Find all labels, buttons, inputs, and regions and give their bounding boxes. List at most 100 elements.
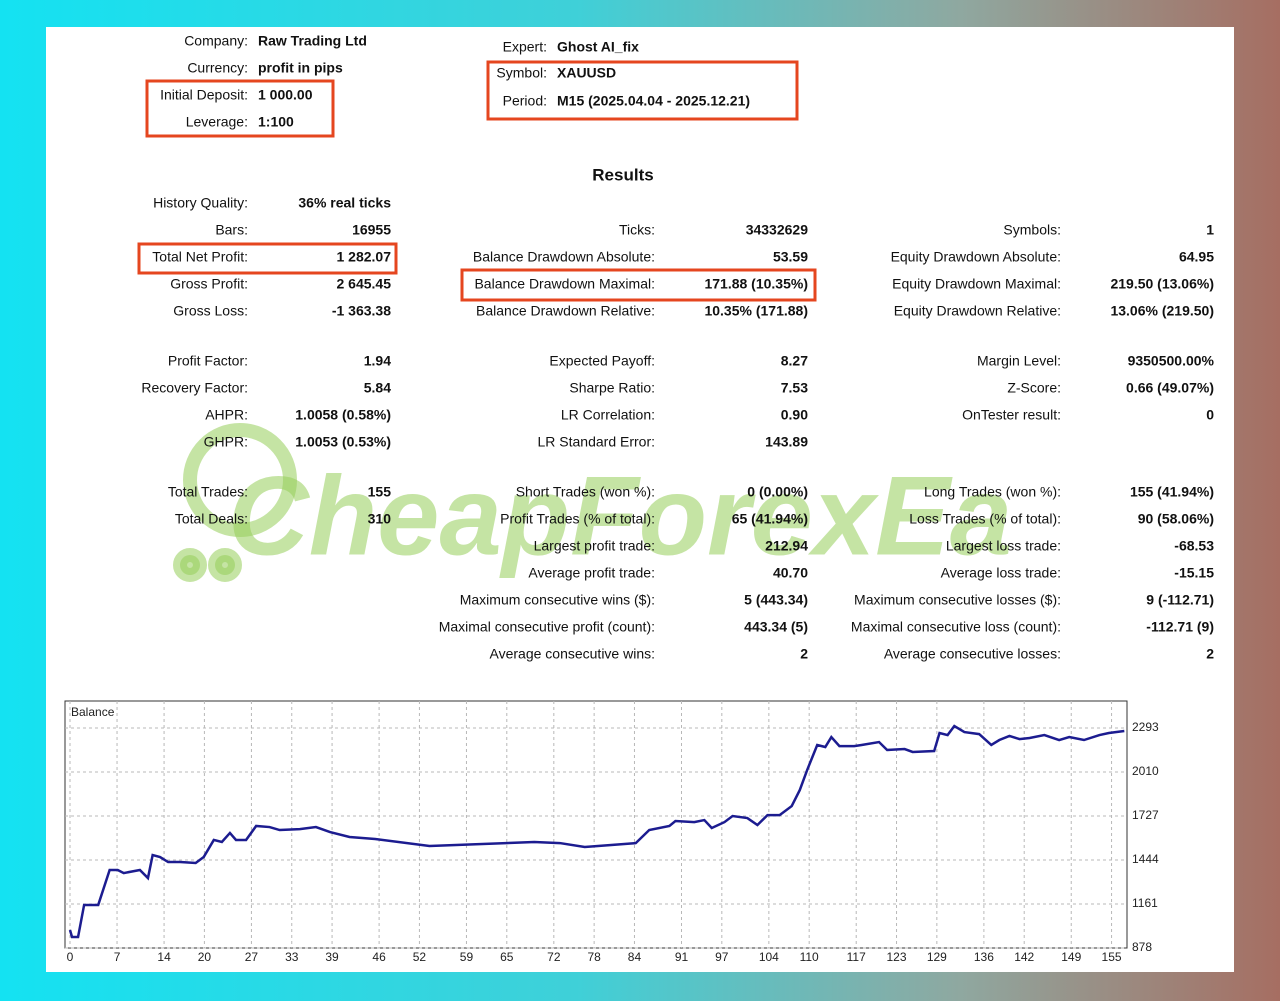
x-tick-label: 27 (245, 950, 259, 964)
stat-label: GHPR: (204, 434, 248, 450)
stat-value: 0.90 (781, 407, 808, 423)
stat-label: Average loss trade: (941, 565, 1061, 581)
stat-label: Bars: (215, 222, 248, 238)
stat-value: 5 (443.34) (744, 592, 808, 608)
stat-value: 34332629 (746, 222, 809, 238)
stat-label: Profit Trades (% of total): (500, 511, 655, 527)
stat-label: Margin Level: (977, 353, 1061, 369)
stat-label: Equity Drawdown Relative: (894, 303, 1061, 319)
watermark-icon (173, 423, 297, 582)
y-tick-label: 1444 (1132, 852, 1159, 866)
stat-label: Long Trades (won %): (924, 484, 1061, 500)
x-tick-label: 7 (114, 950, 121, 964)
stat-label: Total Deals: (175, 511, 248, 527)
stat-value: 36% real ticks (298, 195, 391, 211)
stat-value: 9 (-112.71) (1146, 592, 1214, 608)
x-tick-label: 104 (759, 950, 779, 964)
stat-label: LR Correlation: (561, 407, 655, 423)
stat-label: Balance Drawdown Maximal: (474, 276, 655, 292)
chart-title: Balance (71, 705, 115, 719)
stat-label: Gross Loss: (173, 303, 248, 319)
field-label: Initial Deposit: (160, 87, 248, 103)
highlight (486, 60, 799, 121)
stat-label: Equity Drawdown Absolute: (891, 249, 1061, 265)
field-value: Ghost AI_fix (557, 39, 639, 55)
stat-label: Loss Trades (% of total): (909, 511, 1061, 527)
stat-value: 16955 (352, 222, 391, 238)
x-tick-label: 136 (974, 950, 994, 964)
x-tick-label: 33 (285, 950, 299, 964)
y-tick-label: 878 (1132, 940, 1152, 954)
stat-value: 7.53 (781, 380, 808, 396)
field-value: 1:100 (258, 114, 294, 130)
stat-value: 171.88 (10.35%) (704, 276, 808, 292)
stat-value: 0 (1206, 407, 1214, 423)
field-value: XAUUSD (557, 65, 616, 81)
stat-label: Balance Drawdown Absolute: (473, 249, 655, 265)
x-tick-label: 59 (460, 950, 474, 964)
stat-label: AHPR: (205, 407, 248, 423)
field-value: profit in pips (258, 60, 343, 76)
stat-label: Gross Profit: (170, 276, 248, 292)
stat-value: 1.0053 (0.53%) (295, 434, 391, 450)
field-value: M15 (2025.04.04 - 2025.12.21) (557, 93, 750, 109)
stat-value: 1.0058 (0.58%) (295, 407, 391, 423)
stat-value: 155 (368, 484, 392, 500)
stat-value: 10.35% (171.88) (704, 303, 808, 319)
watermark: CheapForexEa (228, 454, 1012, 579)
x-tick-label: 142 (1014, 950, 1034, 964)
highlight (460, 268, 817, 302)
field-label: Leverage: (186, 114, 248, 130)
stat-label: Average consecutive losses: (884, 646, 1061, 662)
field-label: Expert: (503, 39, 547, 55)
stat-label: Average consecutive wins: (490, 646, 656, 662)
stat-value: 9350500.00% (1128, 353, 1215, 369)
stat-label: History Quality: (153, 195, 248, 211)
stat-value: 1 282.07 (337, 249, 392, 265)
x-tick-label: 20 (198, 950, 212, 964)
x-tick-label: 91 (675, 950, 689, 964)
stat-value: -68.53 (1174, 538, 1214, 554)
x-tick-label: 14 (157, 950, 171, 964)
stat-label: Symbols: (1003, 222, 1061, 238)
x-tick-label: 97 (715, 950, 729, 964)
stat-value: 1 (1206, 222, 1214, 238)
y-tick-label: 1161 (1132, 896, 1158, 910)
y-tick-label: 1727 (1132, 808, 1159, 822)
stat-value: 13.06% (219.50) (1110, 303, 1214, 319)
y-tick-label: 2010 (1132, 764, 1159, 778)
stat-label: Total Trades: (168, 484, 248, 500)
x-tick-label: 129 (927, 950, 947, 964)
stat-value: 310 (368, 511, 392, 527)
stat-value: -15.15 (1174, 565, 1214, 581)
stat-value: 90 (58.06%) (1138, 511, 1214, 527)
stat-label: Maximal consecutive loss (count): (851, 619, 1061, 635)
stat-label: Equity Drawdown Maximal: (892, 276, 1061, 292)
stat-value: -112.71 (9) (1146, 619, 1214, 635)
stat-label: Largest loss trade: (946, 538, 1061, 554)
x-tick-label: 72 (547, 950, 561, 964)
stat-value: -1 363.38 (332, 303, 391, 319)
stat-value: 64.95 (1179, 249, 1214, 265)
stat-label: Profit Factor: (168, 353, 248, 369)
stat-label: Maximum consecutive wins ($): (460, 592, 655, 608)
field-value: Raw Trading Ltd (258, 33, 367, 49)
field-label: Currency: (187, 60, 248, 76)
stat-value: 0.66 (49.07%) (1126, 380, 1214, 396)
x-tick-label: 46 (372, 950, 386, 964)
y-tick-label: 2293 (1132, 720, 1159, 734)
stat-value: 2 (800, 646, 808, 662)
x-tick-label: 52 (413, 950, 427, 964)
x-tick-label: 0 (67, 950, 74, 964)
stat-label: Z-Score: (1007, 380, 1061, 396)
stat-label: Recovery Factor: (141, 380, 248, 396)
panel (46, 27, 1234, 972)
stat-value: 212.94 (765, 538, 808, 554)
highlight (145, 79, 335, 138)
x-tick-label: 39 (325, 950, 339, 964)
stat-label: OnTester result: (962, 407, 1061, 423)
highlight (137, 242, 398, 275)
stat-value: 1.94 (364, 353, 391, 369)
stat-value: 143.89 (765, 434, 808, 450)
